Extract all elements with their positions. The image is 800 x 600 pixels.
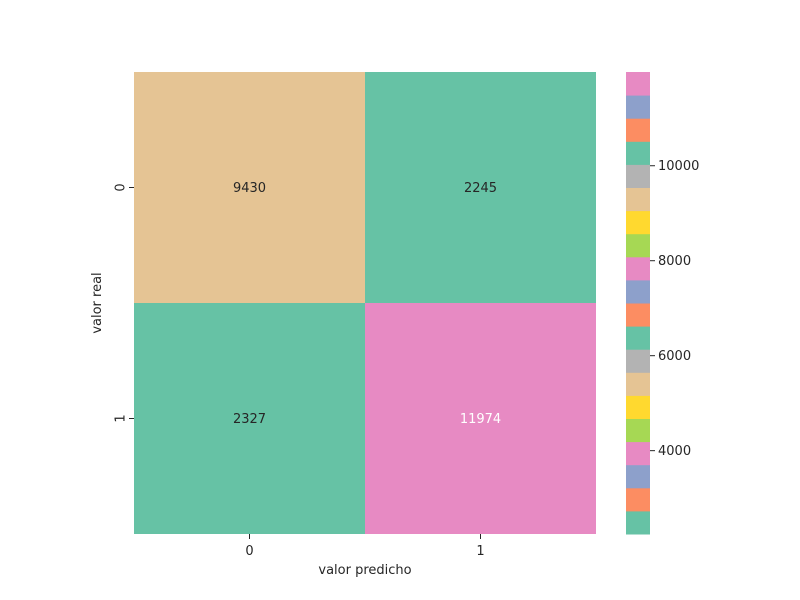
colorbar-axis: 4000 6000 8000 10000: [650, 159, 699, 459]
y-tick-label-1: 1: [114, 414, 129, 422]
y-tick-label-0: 0: [114, 183, 129, 191]
heatmap-cell-r1-c1: [365, 303, 596, 534]
x-tick-label-0: 0: [245, 544, 253, 559]
heatmap-cells: [134, 72, 596, 534]
colorbar-tick-label-8000: 8000: [658, 254, 691, 269]
x-axis-label: valor predicho: [318, 563, 411, 578]
heatmap-annotations: 9430 2245 2327 11974: [233, 181, 501, 427]
colorbar-segment-8: [626, 326, 650, 350]
colorbar-segment-7: [626, 349, 650, 373]
colorbar-segment-2: [626, 464, 650, 489]
heatmap-cell-r0-c0: [134, 72, 365, 303]
colorbar: [626, 72, 650, 535]
colorbar-segment-11: [626, 256, 650, 281]
colorbar-segment-4: [626, 418, 650, 443]
heatmap-cell-r0-c1: [365, 72, 596, 303]
colorbar-segment-15: [626, 164, 650, 188]
colorbar-segment-14: [626, 187, 650, 212]
x-tick-label-1: 1: [476, 544, 484, 559]
colorbar-segment-18: [626, 95, 650, 119]
colorbar-segment-9: [626, 303, 650, 327]
cell-annotation-r0-c1: 2245: [464, 181, 497, 196]
colorbar-segment-10: [626, 279, 650, 304]
colorbar-segment-12: [626, 233, 650, 258]
cell-annotation-r0-c0: 9430: [233, 181, 266, 196]
y-axis-label: valor real: [90, 272, 105, 333]
colorbar-segment-1: [626, 487, 650, 512]
colorbar-segment-3: [626, 441, 650, 466]
colorbar-tick-label-6000: 6000: [658, 349, 691, 364]
heatmap-cell-r1-c0: [134, 303, 365, 534]
colorbar-segment-5: [626, 395, 650, 419]
colorbar-tick-label-10000: 10000: [658, 159, 699, 174]
y-axis: 01: [114, 183, 134, 423]
colorbar-segment-19: [626, 72, 650, 96]
colorbar-segment-17: [626, 118, 650, 142]
colorbar-segment-0: [626, 510, 650, 535]
cell-annotation-r1-c0: 2327: [233, 412, 266, 427]
colorbar-segment-16: [626, 141, 650, 165]
colorbar-tick-label-4000: 4000: [658, 444, 691, 459]
colorbar-segment-6: [626, 372, 650, 396]
colorbar-segment-13: [626, 210, 650, 235]
cell-annotation-r1-c1: 11974: [460, 412, 501, 427]
